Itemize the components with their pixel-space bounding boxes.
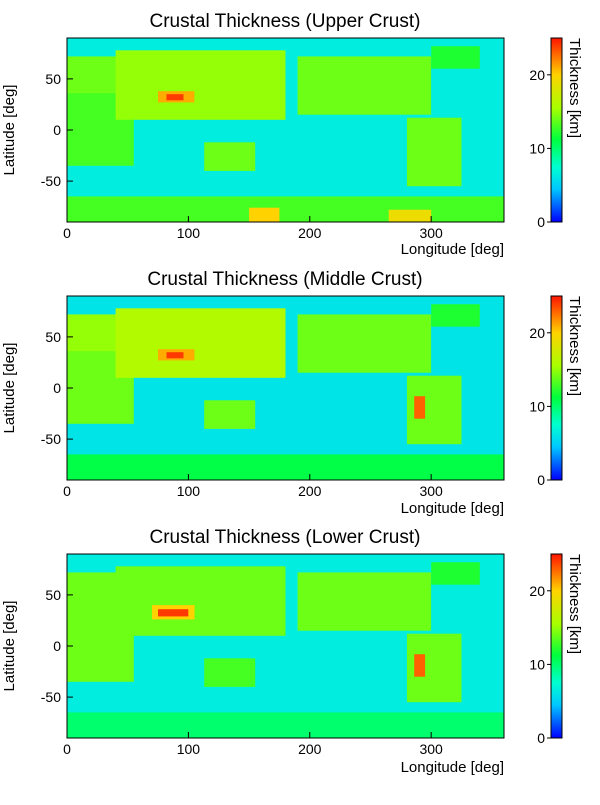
- x-tick-label: 200: [298, 483, 322, 499]
- heatmap-cell: [204, 658, 256, 687]
- heatmap-cell: [431, 46, 480, 69]
- x-tick-label: 0: [63, 741, 71, 757]
- colorbar-tick-label: 0: [537, 214, 545, 230]
- colorbar: [550, 295, 563, 481]
- heatmap-cell: [67, 196, 504, 222]
- x-axis-label: Longitude [deg]: [401, 759, 504, 776]
- heatmap-cells: [67, 38, 504, 222]
- heatmap-cell: [297, 56, 432, 115]
- y-tick-label: 50: [45, 329, 61, 345]
- heatmap-cells: [67, 296, 504, 480]
- colorbar-label: Thickness [km]: [566, 554, 583, 654]
- panel-lower-crust: Crustal Thickness (Lower Crust) 0 100 200 3…: [1, 527, 583, 776]
- y-tick-label: 0: [53, 638, 61, 654]
- colorbar-ticks: 0 10 20: [529, 583, 551, 746]
- heatmap-cell: [297, 314, 432, 373]
- colorbar-tick-label: 20: [529, 583, 545, 599]
- y-axis-label: Latitude [deg]: [1, 601, 18, 692]
- plot-frame: [66, 37, 505, 223]
- y-tick-label: -50: [41, 431, 61, 447]
- x-tick-label: 200: [298, 225, 322, 241]
- panel-upper-crust: Crustal Thickness (Upper Crust) 0 100 200 3…: [1, 11, 583, 258]
- heatmap-cell: [158, 609, 189, 617]
- heatmap-cell: [115, 566, 286, 636]
- heatmap-cell: [67, 314, 122, 352]
- y-axis-label: Latitude [deg]: [1, 343, 18, 434]
- heatmap-cell: [414, 396, 426, 419]
- chart-title: Crustal Thickness (Upper Crust): [149, 11, 420, 32]
- axis-ticks: 0 100 200 300 -50 0 50: [41, 71, 443, 241]
- colorbar: [550, 553, 563, 739]
- x-axis-label: Longitude [deg]: [401, 500, 504, 517]
- x-axis-label: Longitude [deg]: [401, 241, 504, 258]
- axis-ticks: 0 100 200 300 -50 0 50: [41, 587, 443, 757]
- colorbar-tick-label: 10: [529, 398, 545, 414]
- chart-title: Crustal Thickness (Middle Crust): [147, 269, 422, 290]
- x-tick-label: 200: [298, 741, 322, 757]
- y-tick-label: -50: [41, 173, 61, 189]
- colorbar-tick-label: 20: [529, 325, 545, 341]
- y-tick-label: -50: [41, 689, 61, 705]
- heatmap-cell: [431, 562, 480, 585]
- colorbar-ticks: 0 10 20: [529, 325, 551, 488]
- y-tick-label: 50: [45, 587, 61, 603]
- heatmap-cell: [67, 454, 504, 480]
- heatmap-cells: [67, 554, 504, 738]
- y-axis-label: Latitude [deg]: [1, 85, 18, 176]
- colorbar-tick-label: 0: [537, 730, 545, 746]
- y-tick-label: 0: [53, 380, 61, 396]
- heatmap-cell: [115, 50, 286, 120]
- axis-ticks: 0 100 200 300 -50 0 50: [41, 329, 443, 499]
- colorbar-label: Thickness [km]: [566, 296, 583, 396]
- colorbar-tick-label: 10: [529, 140, 545, 156]
- x-tick-label: 300: [419, 225, 443, 241]
- x-tick-label: 100: [177, 225, 201, 241]
- x-tick-label: 100: [177, 741, 201, 757]
- heatmap-cell: [115, 308, 286, 378]
- heatmap-cell: [166, 352, 184, 359]
- colorbar: [550, 37, 563, 223]
- heatmap-cell: [67, 712, 504, 738]
- colorbar-label: Thickness [km]: [566, 38, 583, 138]
- x-tick-label: 300: [419, 483, 443, 499]
- heatmap-cell: [204, 142, 256, 171]
- x-tick-label: 100: [177, 483, 201, 499]
- heatmap-cell: [297, 572, 432, 631]
- heatmap-cell: [431, 304, 480, 327]
- heatmap-cell: [388, 209, 432, 222]
- x-tick-label: 300: [419, 741, 443, 757]
- panel-middle-crust: Crustal Thickness (Middle Crust) 0 100 200…: [1, 269, 583, 517]
- plot-frame: [66, 295, 505, 481]
- colorbar-ticks: 0 10 20: [529, 67, 551, 230]
- colorbar-tick-label: 10: [529, 656, 545, 672]
- heatmap-cell: [414, 654, 426, 677]
- heatmap-cell: [204, 400, 256, 429]
- chart-title: Crustal Thickness (Lower Crust): [149, 527, 420, 548]
- heatmap-cell: [166, 94, 184, 101]
- heatmap-cell: [67, 572, 122, 610]
- heatmap-cell: [406, 117, 462, 187]
- x-tick-label: 0: [63, 483, 71, 499]
- y-tick-label: 50: [45, 71, 61, 87]
- heatmap-cell: [249, 207, 280, 222]
- colorbar-tick-label: 0: [537, 472, 545, 488]
- x-tick-label: 0: [63, 225, 71, 241]
- heatmap-cell: [67, 56, 122, 94]
- plot-frame: [66, 553, 505, 739]
- y-tick-label: 0: [53, 122, 61, 138]
- colorbar-tick-label: 20: [529, 67, 545, 83]
